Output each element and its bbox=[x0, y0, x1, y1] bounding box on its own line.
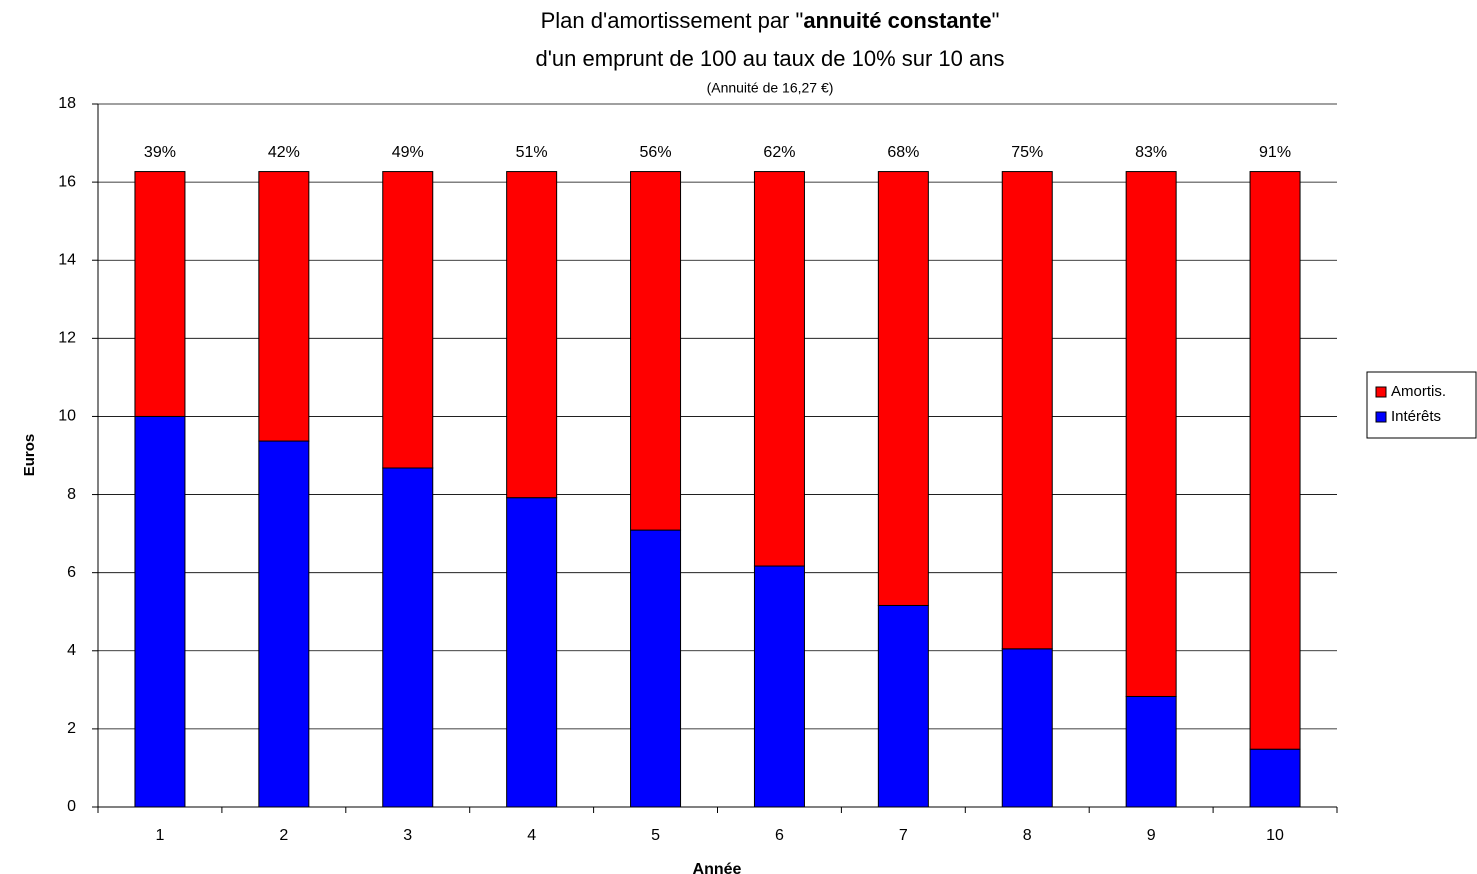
top-label: 49% bbox=[392, 144, 424, 161]
x-tick-label: 8 bbox=[1023, 827, 1032, 844]
y-tick-label: 10 bbox=[58, 408, 76, 425]
chart-note: (Annuité de 16,27 €) bbox=[707, 80, 834, 96]
top-label: 56% bbox=[640, 144, 672, 161]
x-tick-label: 6 bbox=[775, 827, 784, 844]
legend-swatch bbox=[1375, 386, 1387, 398]
chart-subtitle: d'un emprunt de 100 au taux de 10% sur 1… bbox=[536, 46, 1005, 71]
legend-swatch bbox=[1375, 411, 1387, 423]
bar-segment bbox=[506, 497, 558, 808]
bar-segment bbox=[753, 565, 805, 808]
x-axis-label: Année bbox=[693, 861, 742, 874]
bar-segment bbox=[382, 171, 434, 469]
bar-segment bbox=[753, 171, 805, 567]
x-tick-label: 3 bbox=[403, 827, 412, 844]
x-tick-label: 2 bbox=[279, 827, 288, 844]
legend-label: Amortis. bbox=[1391, 383, 1446, 400]
y-tick-label: 4 bbox=[67, 642, 76, 659]
bar-segment bbox=[134, 415, 186, 808]
bar-segment bbox=[877, 604, 929, 808]
y-axis-label: Euros bbox=[21, 434, 38, 477]
bar-segment bbox=[1125, 695, 1177, 808]
chart-title: Plan d'amortissement par "annuité consta… bbox=[541, 8, 1000, 33]
title-part: " bbox=[992, 8, 1000, 33]
y-tick-label: 6 bbox=[67, 564, 76, 581]
y-tick-label: 2 bbox=[67, 720, 76, 737]
title-part: annuité constante bbox=[803, 8, 991, 33]
y-tick-label: 12 bbox=[58, 330, 76, 347]
bar-segment bbox=[1249, 748, 1301, 808]
bar-segment bbox=[1001, 171, 1053, 650]
bar-segment bbox=[630, 171, 682, 531]
bar-segment bbox=[134, 171, 186, 417]
top-label: 39% bbox=[144, 144, 176, 161]
x-tick-label: 1 bbox=[155, 827, 164, 844]
top-label: 75% bbox=[1011, 144, 1043, 161]
bar-segment bbox=[630, 529, 682, 808]
y-tick-label: 16 bbox=[58, 173, 76, 190]
y-tick-label: 0 bbox=[67, 798, 76, 815]
top-label: 68% bbox=[887, 144, 919, 161]
bar-segment bbox=[1249, 171, 1301, 750]
top-label: 62% bbox=[763, 144, 795, 161]
title-part: Plan d'amortissement par " bbox=[541, 8, 804, 33]
x-tick-label: 7 bbox=[899, 827, 908, 844]
y-tick-label: 18 bbox=[58, 95, 76, 112]
bar-segment bbox=[258, 440, 310, 808]
bar-segment bbox=[877, 171, 929, 606]
y-tick-label: 14 bbox=[58, 251, 76, 268]
y-tick-label: 8 bbox=[67, 486, 76, 503]
legend-box bbox=[1366, 371, 1477, 439]
x-tick-label: 5 bbox=[651, 827, 660, 844]
top-label: 83% bbox=[1135, 144, 1167, 161]
top-label: 42% bbox=[268, 144, 300, 161]
bar-segment bbox=[382, 467, 434, 808]
top-label: 51% bbox=[516, 144, 548, 161]
top-label: 91% bbox=[1259, 144, 1291, 161]
legend-label: Intérêts bbox=[1391, 408, 1441, 425]
bar-segment bbox=[1125, 171, 1177, 697]
bar-segment bbox=[1001, 648, 1053, 808]
x-tick-label: 10 bbox=[1266, 827, 1284, 844]
x-tick-label: 9 bbox=[1147, 827, 1156, 844]
bar-segment bbox=[258, 171, 310, 442]
x-tick-label: 4 bbox=[527, 827, 536, 844]
bar-segment bbox=[506, 171, 558, 499]
